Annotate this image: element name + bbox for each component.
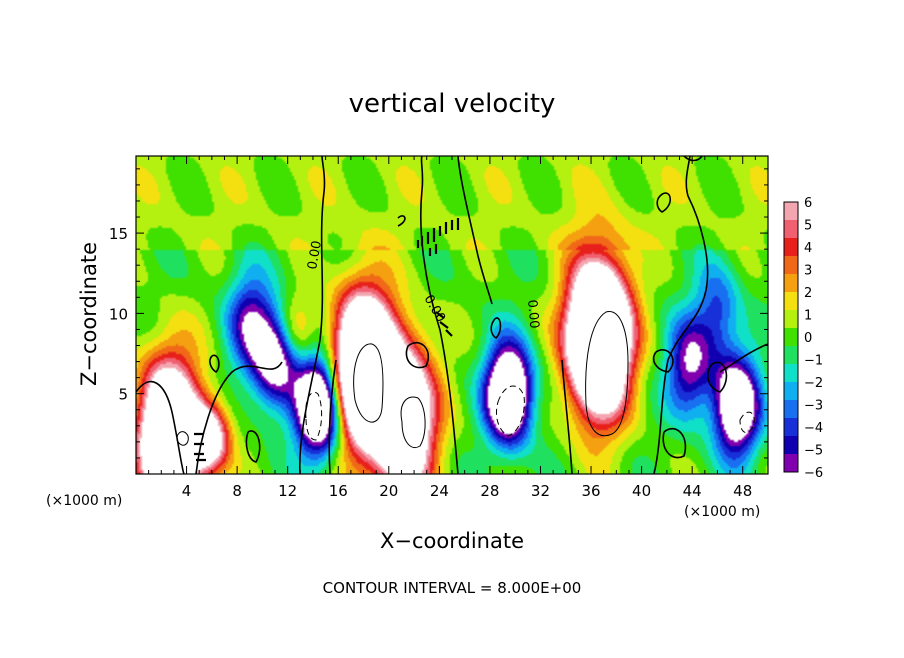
colorbar: 6 5 4 3 2 1 0 −1 −2 −3 −4 −5 −6 — [783, 196, 823, 481]
colorbar-tick-label: −2 — [804, 376, 823, 391]
x-tick-label: 12 — [278, 482, 297, 500]
colorbar-swatch — [784, 364, 798, 383]
core-contour — [495, 385, 525, 437]
zero-contour — [662, 427, 687, 459]
zero-contour — [397, 215, 406, 227]
x-tick-label: 20 — [379, 482, 398, 500]
x-unit-left: (×1000 m) — [46, 493, 122, 509]
colorbar-swatch — [784, 436, 798, 455]
x-tick-label: 36 — [581, 482, 600, 500]
colorbar-swatch — [784, 418, 798, 437]
colorbar-tick-label: 4 — [804, 241, 812, 256]
colorbar-swatch — [784, 400, 798, 419]
y-tick-label: 15 — [109, 225, 128, 243]
chart-title: vertical velocity — [349, 89, 556, 119]
colorbar-tick-label: −3 — [804, 399, 823, 414]
zero-contour — [245, 430, 261, 463]
zero-contour — [653, 155, 709, 475]
zero-contour — [328, 359, 337, 475]
zero-contour — [652, 349, 674, 373]
x-tick-label: 44 — [683, 482, 702, 500]
x-unit-right: (×1000 m) — [684, 504, 760, 520]
colorbar-swatch — [784, 274, 798, 293]
core-contour — [585, 311, 629, 436]
colorbar-frame — [783, 201, 799, 473]
colorbar-swatch — [784, 220, 798, 239]
colorbar-swatch — [784, 292, 798, 311]
zero-contour — [420, 155, 459, 475]
colorbar-swatch — [784, 256, 798, 275]
zero-contour — [405, 341, 430, 369]
colorbar-tick-label: 2 — [804, 286, 812, 301]
colorbar-tick-label: 0 — [804, 331, 812, 346]
core-contour — [400, 396, 426, 448]
contour-label: 0.00 — [524, 299, 541, 329]
x-tick-label: 48 — [733, 482, 752, 500]
x-tick-label: 32 — [531, 482, 550, 500]
zero-contour-ticks — [194, 218, 460, 462]
x-tick-label: 8 — [232, 482, 242, 500]
x-tick-label: 4 — [182, 482, 192, 500]
footer-note: CONTOUR INTERVAL = 8.000E+00 — [323, 579, 582, 597]
zero-contour — [561, 359, 573, 475]
core-contour — [739, 411, 755, 433]
zero-contour — [490, 317, 502, 339]
core-contour — [353, 343, 384, 423]
colorbar-tick-label: 1 — [804, 309, 812, 324]
colorbar-tick-label: −6 — [804, 466, 823, 481]
contour-label: 0.00 — [305, 240, 325, 271]
x-tick-label: 16 — [329, 482, 348, 500]
zero-contour — [683, 155, 703, 162]
x-tick-label: 24 — [430, 482, 449, 500]
x-tick-label: 40 — [632, 482, 651, 500]
plot-area: 0.00 0.00 0.00 4 8 12 16 20 24 28 32 36 40 44 48 51… — [109, 155, 769, 500]
colorbar-swatch — [784, 310, 798, 329]
colorbar-tick-label: −1 — [804, 354, 823, 369]
zero-contour — [656, 192, 671, 213]
heatmap-image — [136, 156, 768, 474]
x-axis: 4 8 12 16 20 24 28 32 36 40 44 48 — [148, 156, 756, 500]
colorbar-swatch — [784, 238, 798, 257]
colorbar-swatch — [784, 382, 798, 401]
colorbar-tick-label: 5 — [804, 219, 812, 234]
colorbar-tick-label: −5 — [804, 444, 823, 459]
y-tick-label: 5 — [118, 386, 128, 404]
y-tick-label: 10 — [109, 305, 128, 323]
colorbar-swatch — [784, 328, 798, 347]
y-axis-label: Z−coordinate — [77, 242, 101, 386]
colorbar-swatch — [784, 346, 798, 365]
zero-contour — [457, 155, 493, 305]
colorbar-tick-label: −4 — [804, 421, 823, 436]
x-tick-label: 28 — [480, 482, 499, 500]
colorbar-swatch — [784, 202, 798, 221]
x-axis-label: X−coordinate — [380, 529, 524, 553]
zero-contour — [707, 361, 728, 393]
core-contour — [305, 391, 323, 441]
colorbar-tick-label: 3 — [804, 264, 812, 279]
zero-contour — [135, 380, 185, 475]
zero-contour — [209, 354, 220, 373]
y-axis: 5 10 15 — [109, 168, 768, 459]
core-contours — [176, 311, 755, 448]
core-contour — [176, 431, 189, 446]
zero-contour — [719, 343, 769, 373]
colorbar-swatch — [784, 454, 798, 473]
colorbar-tick-label: 6 — [804, 196, 812, 211]
